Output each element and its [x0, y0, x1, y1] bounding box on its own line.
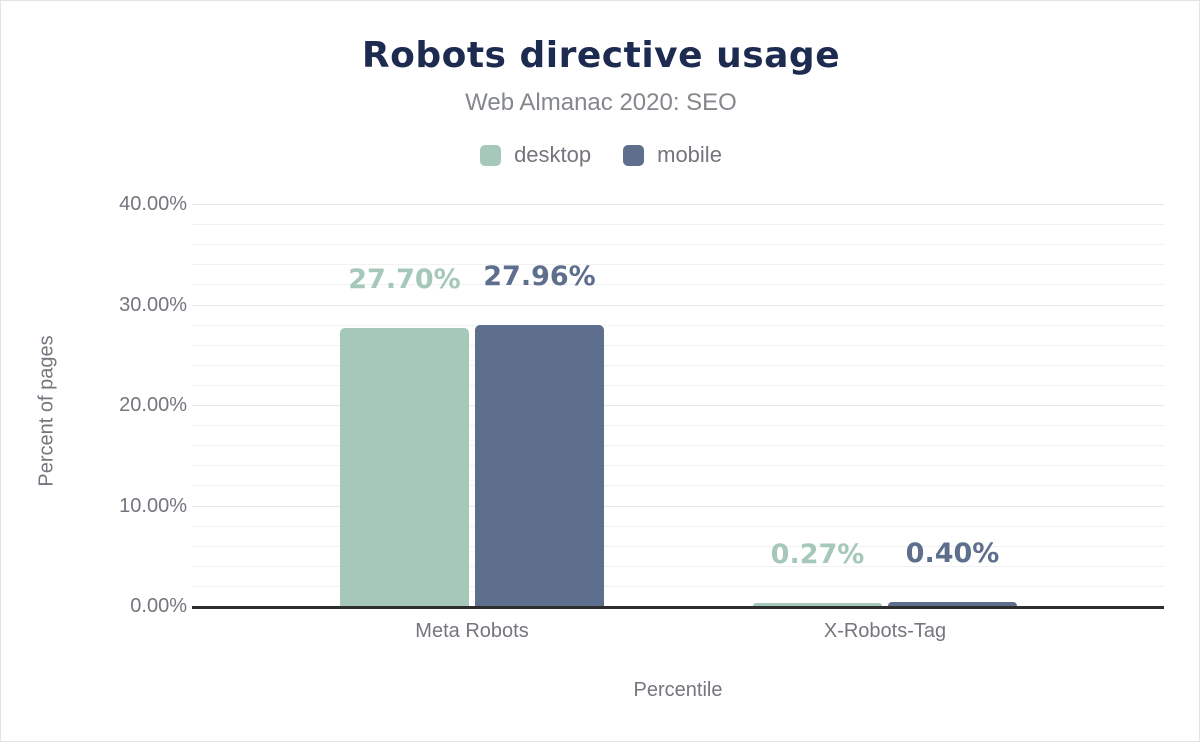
y-tick-label: 0.00%	[130, 595, 187, 617]
minor-gridline	[192, 545, 1164, 547]
chart-subtitle: Web Almanac 2020: SEO	[465, 89, 737, 116]
minor-gridline	[192, 224, 1164, 226]
legend-label-desktop: desktop	[514, 142, 592, 167]
legend-item-mobile[interactable]: mobile	[623, 142, 722, 168]
bar-mobile-meta-robots[interactable]	[475, 325, 604, 606]
x-axis-baseline	[192, 606, 1164, 609]
x-axis-title: Percentile	[633, 679, 723, 701]
y-tick-label: 40.00%	[119, 193, 187, 215]
legend: desktop mobile	[1, 142, 1199, 168]
minor-gridline	[192, 565, 1164, 567]
minor-gridline	[192, 344, 1164, 346]
x-category-label: X-Robots-Tag	[823, 620, 947, 642]
x-category-label: Meta Robots	[415, 620, 529, 642]
legend-item-desktop[interactable]: desktop	[480, 142, 591, 168]
major-gridline	[192, 405, 1164, 406]
minor-gridline	[192, 244, 1164, 246]
bar-value-label: 27.70%	[348, 263, 461, 295]
bar-mobile-x-robots-tag[interactable]	[888, 601, 1017, 606]
minor-gridline	[192, 425, 1164, 427]
chart-title: Robots directive usage	[361, 35, 841, 76]
minor-gridline	[192, 465, 1164, 467]
mobile-swatch-icon	[623, 144, 645, 166]
y-tick-label: 10.00%	[119, 494, 187, 517]
bar-desktop-x-robots-tag[interactable]	[753, 603, 882, 606]
minor-gridline	[192, 585, 1164, 587]
y-tick-label: 30.00%	[119, 293, 187, 316]
y-tick-label: 20.00%	[119, 394, 187, 416]
minor-gridline	[192, 445, 1164, 447]
major-gridline	[192, 304, 1164, 306]
bar-value-label: 0.40%	[905, 537, 1000, 569]
minor-gridline	[192, 324, 1164, 326]
minor-gridline	[192, 284, 1164, 286]
legend-label-mobile: mobile	[657, 142, 722, 167]
bar-desktop-meta-robots[interactable]	[340, 327, 469, 606]
minor-gridline	[192, 264, 1164, 266]
bar-value-label: 0.27%	[770, 539, 865, 571]
desktop-swatch-icon	[480, 144, 502, 166]
minor-gridline	[192, 485, 1164, 487]
minor-gridline	[192, 384, 1164, 386]
minor-gridline	[192, 525, 1164, 527]
minor-gridline	[192, 364, 1164, 366]
bar-value-label: 27.96%	[483, 261, 596, 292]
major-gridline	[192, 204, 1164, 205]
major-gridline	[192, 505, 1164, 507]
